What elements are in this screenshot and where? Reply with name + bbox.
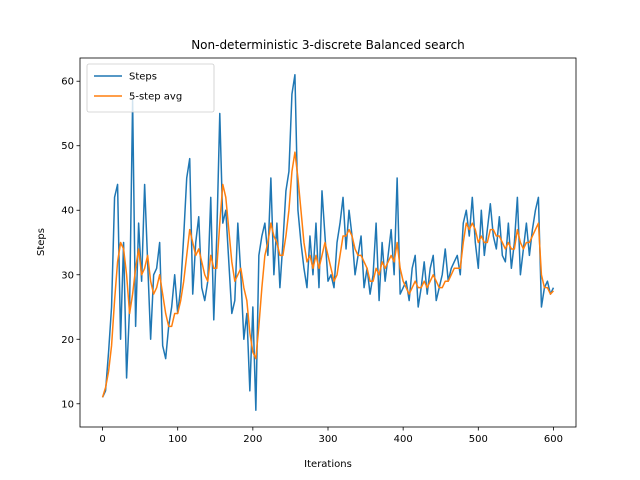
x-tick-label: 0	[99, 434, 105, 445]
legend-label: 5-step avg	[129, 92, 182, 103]
chart-title: Non-deterministic 3-discrete Balanced se…	[191, 38, 465, 52]
x-tick-label: 500	[469, 434, 488, 445]
x-axis-label: Iterations	[304, 459, 352, 470]
x-tick-label: 400	[394, 434, 413, 445]
x-tick-label: 200	[243, 434, 262, 445]
legend: Steps 5-step avg	[86, 63, 215, 113]
y-axis-label: Steps	[36, 228, 47, 256]
legend-label: Steps	[129, 72, 157, 83]
y-tick-label: 40	[61, 206, 74, 217]
x-tick-label: 600	[544, 434, 563, 445]
y-tick-label: 20	[61, 335, 74, 346]
y-tick-label: 50	[61, 141, 74, 152]
plot-background	[80, 58, 576, 427]
plot-area	[80, 58, 576, 427]
y-tick-label: 60	[61, 77, 74, 88]
y-tick-label: 30	[61, 270, 74, 281]
x-tick-label: 100	[168, 434, 187, 445]
x-tick-label: 300	[318, 434, 337, 445]
y-tick-label: 10	[61, 399, 74, 410]
axes: 0 100 200 300 400 500 600 10 20 30 40 50 60	[61, 57, 577, 445]
series-line-avg	[101, 151, 554, 398]
